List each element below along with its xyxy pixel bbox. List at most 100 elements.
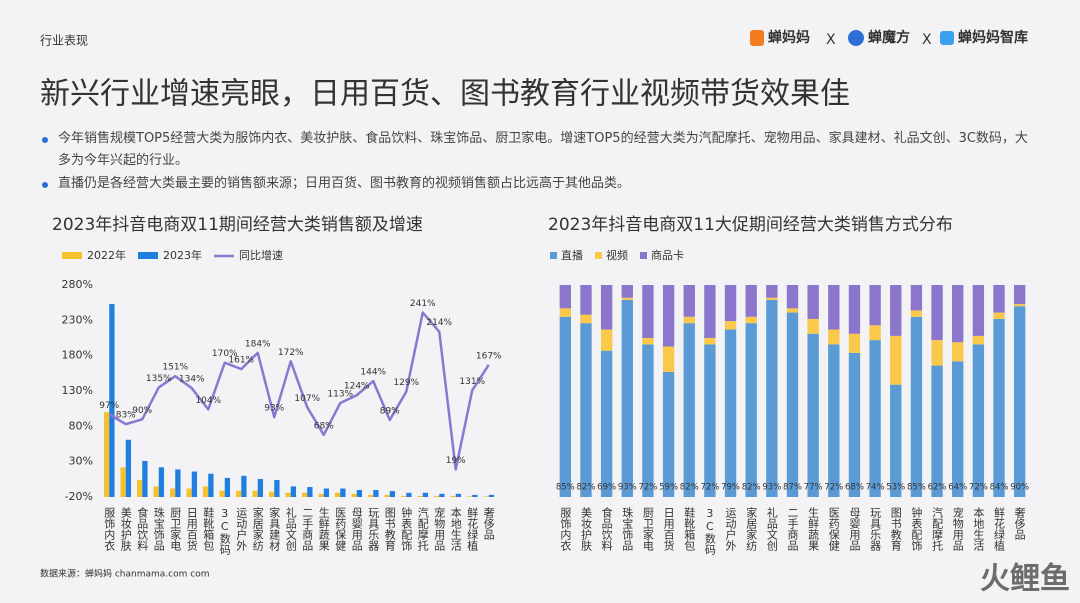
bar-segment xyxy=(807,318,819,334)
legend-label: 同比增速 xyxy=(239,248,283,262)
bar-segment xyxy=(724,285,737,322)
data-label: 144% xyxy=(360,368,386,378)
bar xyxy=(252,490,258,497)
bar xyxy=(158,467,165,497)
bar xyxy=(373,490,379,497)
bar-segment xyxy=(704,338,716,345)
bar-segment xyxy=(931,340,943,366)
bar xyxy=(241,475,247,497)
x-tick-label: 家居家纺 xyxy=(745,506,758,552)
x-tick-label: 日用百货 xyxy=(662,507,675,552)
x-tick-label: 奢侈品 xyxy=(482,506,495,540)
data-label: 72% xyxy=(824,483,843,493)
bar xyxy=(235,490,242,497)
bar-segment xyxy=(972,285,985,336)
legend-swatch xyxy=(62,252,82,259)
bar xyxy=(175,469,181,497)
bar-segment xyxy=(910,316,923,497)
x-tick-label: 运动户外 xyxy=(724,507,737,552)
x-tick-label: 宠物用品 xyxy=(951,506,964,551)
bar xyxy=(488,494,495,497)
x-tick-label: 鲜花绿植 xyxy=(466,506,479,552)
data-label: 77% xyxy=(804,483,823,493)
bar xyxy=(224,477,231,497)
bar-segment xyxy=(931,365,943,497)
bar xyxy=(323,488,330,497)
bar-segment xyxy=(952,361,964,497)
x-tick-label: 3C数码 xyxy=(218,507,231,556)
data-label: 72% xyxy=(638,483,657,493)
data-label: 104% xyxy=(195,396,221,406)
y-tick-label: 280% xyxy=(62,278,93,291)
data-label: 131% xyxy=(459,377,485,387)
bar-segment xyxy=(559,285,572,309)
legend-label: 直播 xyxy=(561,248,583,262)
bar xyxy=(356,490,363,497)
bar-segment xyxy=(786,312,799,497)
data-label: 93% xyxy=(618,483,637,493)
legend-swatch xyxy=(138,252,158,259)
x-tick-label: 食品饮料 xyxy=(600,506,613,552)
bar-segment xyxy=(704,344,716,497)
chart-title: 2023年抖音电商双11大促期间经营大类销售方式分布 xyxy=(548,215,953,235)
data-label: 82% xyxy=(680,483,699,493)
logo-sep: X xyxy=(922,32,932,48)
bar-segment xyxy=(993,318,1005,497)
x-tick-label: 母婴用品 xyxy=(848,507,861,551)
data-label: 85% xyxy=(907,483,926,493)
bar-segment xyxy=(621,299,633,497)
x-tick-label: 图书教育 xyxy=(889,507,902,552)
bar-segment xyxy=(662,346,675,372)
bar xyxy=(422,492,429,497)
x-tick-label: 奢侈品 xyxy=(1013,506,1026,540)
x-tick-label: 珠宝饰品 xyxy=(621,506,634,551)
bar xyxy=(290,486,297,497)
x-tick-label: 本地生活 xyxy=(449,506,462,552)
y-tick-label: 130% xyxy=(62,384,93,397)
bar xyxy=(268,491,275,497)
data-label: 113% xyxy=(327,390,353,400)
bar xyxy=(455,493,462,497)
bar-segment xyxy=(724,321,737,330)
slide-title: 新兴行业增速亮眼，日用百货、图书教育行业视频带货效果佳 xyxy=(40,77,850,112)
bar-segment xyxy=(600,285,613,330)
bar xyxy=(103,412,110,497)
logo-icon xyxy=(750,30,764,46)
data-label: 69% xyxy=(597,483,616,493)
data-label: 161% xyxy=(228,356,254,366)
bar-segment xyxy=(642,344,654,497)
x-tick-label: 美妆护肤 xyxy=(119,507,132,552)
legend-label: 商品卡 xyxy=(651,248,684,262)
x-tick-label: 钟表配饰 xyxy=(910,506,923,551)
data-label: 59% xyxy=(659,483,678,493)
bar-segment xyxy=(828,344,840,497)
x-tick-label: 汽配摩托 xyxy=(416,506,429,551)
bar-segment xyxy=(910,310,923,317)
y-tick-label: 180% xyxy=(62,349,93,362)
data-label: 84% xyxy=(990,483,1009,493)
data-label: 124% xyxy=(344,382,370,392)
bar-segment xyxy=(828,285,840,330)
bar xyxy=(219,490,225,497)
bar-segment xyxy=(972,344,985,497)
data-label: 151% xyxy=(162,363,188,373)
bullet-text: 直播仍是各经营大类最主要的销售额来源；日用百货、图书教育的视频销售额占比远高于其… xyxy=(58,176,631,191)
data-label: 64% xyxy=(948,483,967,493)
bar xyxy=(450,495,456,497)
bar-segment xyxy=(807,285,819,319)
x-tick-label: 生鲜蔬果 xyxy=(317,506,330,552)
bar xyxy=(334,492,341,497)
bar-segment xyxy=(683,323,695,497)
bar-segment xyxy=(1013,285,1026,305)
watermark: 火鲤鱼 xyxy=(980,562,1070,597)
x-tick-label: 珠宝饰品 xyxy=(152,506,165,551)
x-tick-label: 服饰内衣 xyxy=(103,507,116,551)
bar xyxy=(318,493,324,497)
x-tick-label: 美妆护肤 xyxy=(579,507,592,552)
bar xyxy=(136,480,143,497)
bar-segment xyxy=(600,350,613,497)
legend-label: 2022年 xyxy=(87,248,126,262)
data-label: 107% xyxy=(294,394,320,404)
bar-segment xyxy=(848,352,861,497)
